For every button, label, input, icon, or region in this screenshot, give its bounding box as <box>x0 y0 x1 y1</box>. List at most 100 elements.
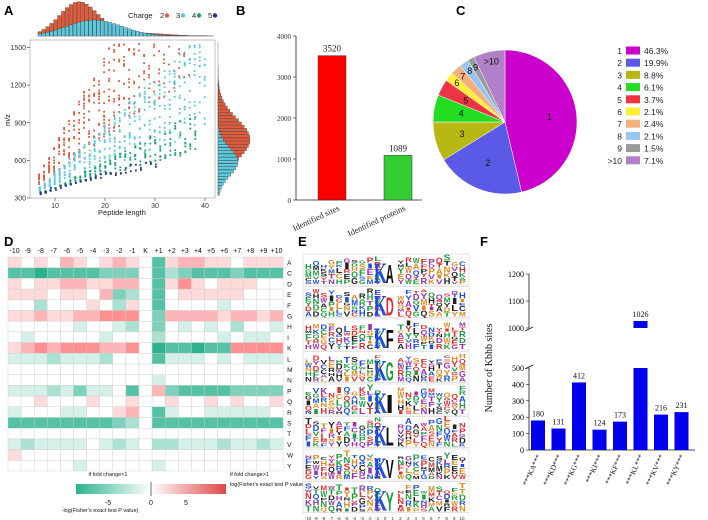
d-col-label: +8 <box>246 248 254 255</box>
a-point <box>113 136 116 139</box>
e-logo-letter: K <box>344 335 352 344</box>
d-cell <box>151 310 166 322</box>
d-cell <box>34 321 48 333</box>
d-cell <box>164 288 179 301</box>
d-cell <box>138 374 153 386</box>
a-point <box>118 117 121 119</box>
e-logo-letter: M <box>444 296 451 305</box>
e-logo-letter: D <box>336 294 344 299</box>
a-point <box>128 100 131 103</box>
e-logo-letter: F <box>436 432 444 439</box>
d-cell <box>34 353 48 365</box>
e-logo-center: F <box>386 324 394 354</box>
d-cell <box>86 353 100 365</box>
e-logo-center: V <box>386 454 394 484</box>
a-point <box>153 129 156 132</box>
a-point <box>98 132 101 135</box>
d-cell <box>86 288 100 301</box>
e-logo-letter: Q <box>405 272 412 281</box>
e-logo-letter: K <box>444 345 452 351</box>
d-cell <box>34 331 48 343</box>
e-logo-frame <box>302 448 470 481</box>
a-point <box>143 101 146 103</box>
e-logo-letter: G <box>351 277 358 286</box>
d-cell <box>73 438 87 450</box>
e-logo-letter: D <box>305 469 313 476</box>
d-cell <box>7 331 22 343</box>
e-logo-letter: Q <box>344 407 351 416</box>
d-cell <box>73 321 87 333</box>
d-col-label: K <box>143 248 148 255</box>
e-logo-letter: A <box>421 367 428 377</box>
a-point <box>103 115 105 118</box>
d-row-label: F <box>287 303 291 310</box>
e-logo-letter: Y <box>328 265 335 271</box>
e-logo-letter: C <box>359 464 366 473</box>
d-cell <box>217 299 231 311</box>
a-point <box>93 79 95 82</box>
e-logo-letter: D <box>444 307 451 314</box>
a-point <box>188 101 191 104</box>
e-logo-letter: Y <box>413 401 420 407</box>
a-point <box>148 76 150 79</box>
a-point <box>148 123 151 126</box>
d-cell <box>178 331 192 343</box>
a-point <box>183 51 186 54</box>
a-point <box>163 76 166 79</box>
e-logo-letter: C <box>320 308 327 314</box>
e-logo-letter: R <box>344 269 351 275</box>
a-point <box>128 47 130 50</box>
a-right-density-bar <box>217 173 231 177</box>
d-cell <box>217 417 231 429</box>
e-logo-letter: E <box>305 297 313 304</box>
d-cell <box>151 374 166 386</box>
a-point <box>103 130 106 133</box>
a-point <box>173 82 176 85</box>
e-logo-letter: F <box>405 485 413 491</box>
e-logo-letter: A <box>305 312 312 319</box>
a-point <box>88 161 91 163</box>
a-point <box>143 62 145 64</box>
a-point <box>108 154 111 157</box>
e-logo-letter: Q <box>421 310 428 319</box>
a-point <box>164 156 167 159</box>
e-xtick-label: 10 <box>459 516 465 520</box>
e-logo-letter: K <box>305 498 313 507</box>
a-point <box>73 119 75 122</box>
e-logo-letter: C <box>444 355 451 359</box>
d-cell <box>217 256 231 268</box>
a-point <box>133 137 136 140</box>
a-point <box>123 59 125 62</box>
e-logo-letter: S <box>351 260 359 264</box>
e-logo-letter: I <box>344 486 351 492</box>
e-logo-letter: M <box>374 498 381 503</box>
e-logo-letter: L <box>451 443 458 449</box>
d-cell <box>34 374 48 386</box>
d-cell <box>191 428 205 440</box>
a-point <box>104 170 107 173</box>
e-logo-letter: W <box>328 485 335 491</box>
d-cell <box>47 460 61 472</box>
e-logo-letter: I <box>367 322 374 332</box>
a-point <box>108 140 111 143</box>
a-point <box>113 90 115 92</box>
a-point <box>98 160 101 162</box>
e-logo-letter: V <box>336 378 344 383</box>
e-logo-letter: Y <box>405 293 413 302</box>
e-logo-frame <box>302 318 470 351</box>
e-logo-letter: T <box>459 409 467 416</box>
e-logo-center: A <box>386 259 394 289</box>
e-logo-letter: T <box>428 303 436 308</box>
e-logo-letter: R <box>328 332 335 339</box>
a-point <box>78 150 81 153</box>
a-point <box>193 46 196 49</box>
a-point <box>193 124 196 126</box>
e-logo-letter: S <box>359 264 366 271</box>
a-point <box>83 94 85 97</box>
a-point <box>148 119 151 122</box>
a-point <box>153 135 156 138</box>
a-top-density-bar <box>100 20 105 37</box>
b-ytick-label: 3000 <box>277 74 292 82</box>
a-xtick-label: 40 <box>201 203 209 210</box>
